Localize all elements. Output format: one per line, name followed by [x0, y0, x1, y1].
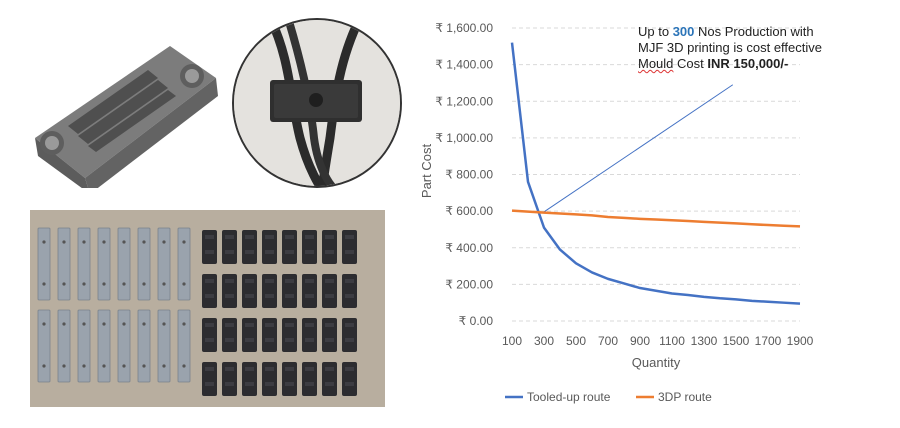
series-line-tooled-up — [510, 42, 801, 305]
cost-annotation: Up to 300 Nos Production with MJF 3D pri… — [638, 24, 888, 72]
y-tick-label: ₹ 1,600.00 — [435, 21, 493, 35]
annotation-line-1: Up to 300 Nos Production with — [638, 24, 888, 40]
y-tick-label: ₹ 800.00 — [445, 168, 493, 182]
legend-label: 3DP route — [658, 390, 712, 404]
annotation-suffix: Nos Production with — [694, 24, 814, 39]
photo-grey-moulded-part — [30, 18, 218, 188]
trend-line — [542, 84, 734, 214]
x-tick-label: 1900 — [787, 334, 814, 348]
y-tick-label: ₹ 1,000.00 — [435, 131, 493, 145]
x-tick-label: 700 — [598, 334, 618, 348]
annotation-mould-cost: INR 150,000/- — [707, 56, 789, 71]
photo-cable-clamp — [230, 18, 404, 188]
x-tick-label: 500 — [566, 334, 586, 348]
annotation-line-2: MJF 3D printing is cost effective — [638, 40, 822, 55]
photo-production-batch — [30, 210, 385, 407]
legend-label: Tooled-up route — [527, 390, 611, 404]
annotation-cost-word: Cost — [673, 56, 708, 71]
annotation-prefix: Up to — [638, 24, 673, 39]
annotation-quantity: 300 — [672, 24, 695, 39]
y-tick-label: ₹ 400.00 — [445, 241, 493, 255]
annotation-mould-word: Mould — [638, 56, 674, 71]
x-tick-label: 100 — [502, 334, 522, 348]
x-tick-label: 1700 — [755, 334, 782, 348]
x-axis-title: Quantity — [632, 355, 681, 370]
x-tick-label: 1100 — [659, 334, 685, 348]
x-tick-label: 900 — [630, 334, 650, 348]
series-line-3dp — [511, 209, 801, 228]
y-axis-title: Part Cost — [419, 144, 434, 199]
x-tick-label: 300 — [534, 334, 554, 348]
y-tick-label: ₹ 1,200.00 — [435, 94, 493, 108]
y-tick-label: ₹ 1,400.00 — [435, 58, 493, 72]
x-tick-label: 1300 — [691, 334, 718, 348]
y-tick-label: ₹ 200.00 — [445, 277, 493, 291]
annotation-line-3: Mould Cost INR 150,000/- — [638, 56, 888, 72]
x-tick-label: 1500 — [723, 334, 750, 348]
y-tick-label: ₹ 0.00 — [459, 314, 494, 328]
y-tick-label: ₹ 600.00 — [445, 204, 493, 218]
